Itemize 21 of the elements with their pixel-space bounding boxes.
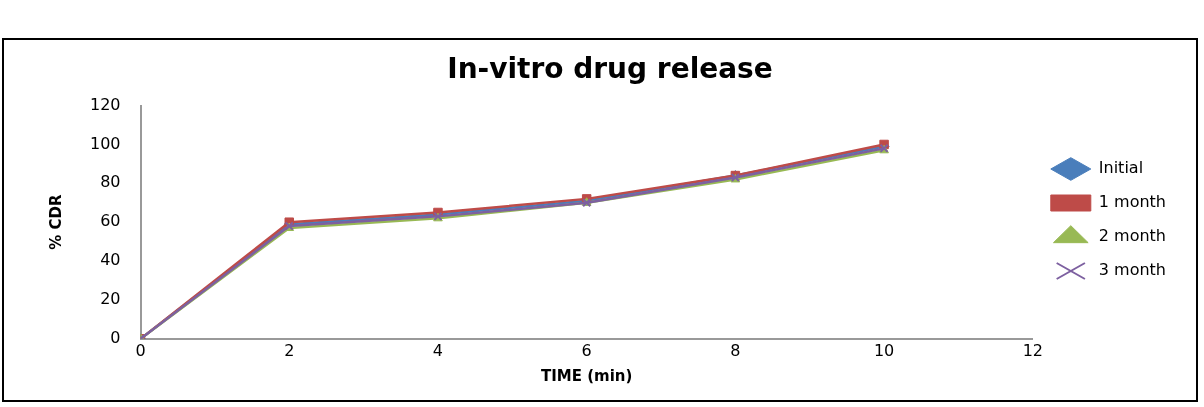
y-tick-label: 100 [89,133,121,153]
y-tick-label: 80 [100,172,121,192]
y-tick-label: 0 [110,327,121,347]
x-tick-label: 0 [135,340,146,360]
y-axis-title: % CDR [46,194,65,250]
x-tick-label: 6 [581,340,592,360]
chart-title: In-vitro drug release [447,52,773,86]
x-tick-label: 8 [730,340,741,360]
legend-label: 2 month [1098,226,1167,246]
y-tick-label: 40 [100,250,121,270]
x-tick-label: 10 [873,340,895,360]
legend-label: 3 month [1098,260,1167,280]
legend-label: 1 month [1098,192,1167,212]
y-tick-label: 20 [100,289,121,309]
x-tick-label: 4 [432,340,444,360]
x-axis-title: TIME (min) [540,366,633,385]
x-tick-label: 2 [284,340,295,360]
y-tick-label: 120 [89,94,121,114]
legend-label: Initial [1098,158,1144,178]
y-tick-label: 60 [100,211,121,231]
x-tick-label: 12 [1022,340,1043,360]
